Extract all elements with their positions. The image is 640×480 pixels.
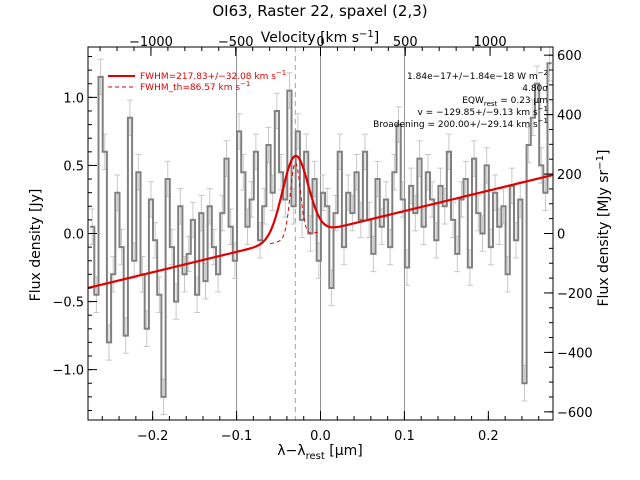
right-axis-label: Flux density [MJy sr−1]: [595, 149, 612, 306]
axes-ticks: −0.2 −0.1 0.0 0.1 0.2 −1.0 −0.5 0.0 0.5 1.0 −1000 −…: [52, 35, 592, 444]
legend-label-fwhm: FWHM=217.83+/−32.08 km s−1: [140, 69, 286, 82]
fit-total-line: [87, 154, 554, 290]
annotation-broadening: Broadening = 200.00+/−29.14 km s−1: [373, 117, 548, 130]
y-tick-label: −0.5: [52, 296, 84, 311]
right-tick-label: −600: [557, 406, 593, 421]
fit-annotations: 1.84e−17+/−1.84e−18 W m−2 4.80σ EQWrest …: [373, 69, 548, 130]
right-tick-label: 600: [557, 49, 582, 64]
y-tick-label: 1.0: [63, 91, 84, 106]
y-tick-label: 0.5: [63, 159, 84, 174]
right-tick-label: 400: [557, 109, 582, 124]
velocity-tick-label: 500: [393, 35, 418, 50]
x-tick-label: 0.0: [310, 429, 331, 444]
x-tick-label: 0.1: [394, 429, 415, 444]
y-tick-label: −1.0: [52, 364, 84, 379]
x-tick-label: −0.1: [221, 429, 253, 444]
bottom-axis-label: λ−λrest [μm]: [277, 443, 362, 462]
left-axis-label: Flux density [Jy]: [28, 189, 44, 302]
x-tick-label: 0.2: [478, 429, 499, 444]
annotation-line-flux: 1.84e−17+/−1.84e−18 W m−2: [407, 69, 548, 82]
top-axis-label: Velocity [km s−1]: [261, 29, 380, 46]
right-tick-label: −400: [557, 346, 593, 361]
legend-label-fwhm-th: FWHM_th=86.57 km s−1: [140, 80, 250, 93]
right-tick-label: 200: [557, 168, 582, 183]
chart-title: OI63, Raster 22, spaxel (2,3): [212, 2, 427, 20]
velocity-tick-label: −500: [218, 35, 254, 50]
annotation-eqw: EQWrest = 0.23 μm: [462, 96, 548, 108]
legend: FWHM=217.83+/−32.08 km s−1 FWHM_th=86.57…: [108, 69, 286, 93]
velocity-tick-label: −1000: [129, 35, 173, 50]
fit-theoretical-line: [270, 162, 321, 245]
x-tick-label: −0.2: [137, 429, 169, 444]
data-step-series: [90, 62, 552, 398]
annotation-velocity: v = −129.85+/−9.13 km s−1: [418, 105, 549, 118]
y-tick-label: 0.0: [63, 228, 84, 243]
right-tick-label: 0: [557, 228, 565, 243]
velocity-tick-label: 1000: [474, 35, 507, 50]
velocity-tick-label: 0: [316, 35, 324, 50]
right-tick-label: −200: [557, 287, 593, 302]
annotation-significance: 4.80σ: [522, 84, 548, 94]
